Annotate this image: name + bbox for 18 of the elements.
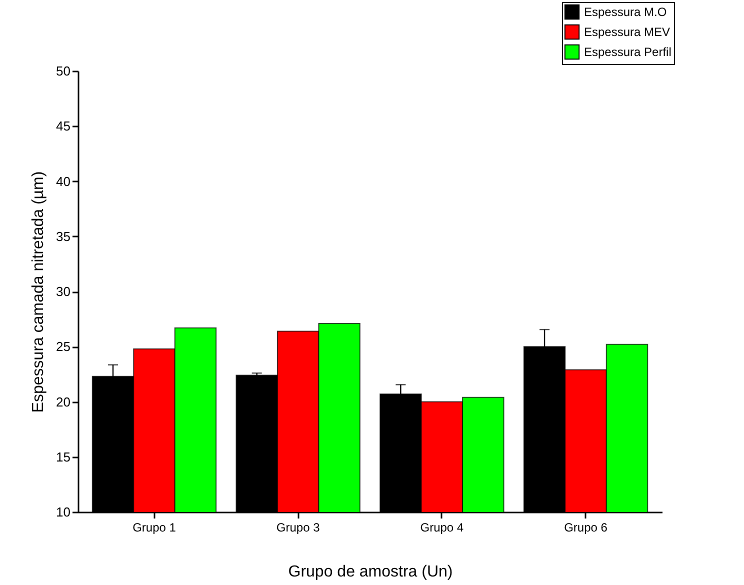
legend-label: Espessura M.O (584, 5, 667, 19)
legend-label: Espessura Perfil (584, 45, 672, 59)
y-tick-label: 45 (56, 118, 70, 134)
x-tick-label: Grupo 4 (420, 520, 464, 534)
legend-label: Espessura MEV (584, 25, 670, 39)
y-tick-label: 30 (56, 284, 70, 299)
x-tick-label: Grupo 3 (276, 520, 320, 534)
y-axis-title: Espessura camada nitretada (µm) (30, 171, 48, 413)
y-tick-label: 50 (56, 64, 70, 78)
y-tick-label: 10 (56, 504, 70, 520)
y-tick-label: 20 (56, 394, 70, 410)
y-tick-label: 25 (56, 339, 70, 354)
y-tick-label: 40 (56, 174, 70, 189)
x-axis-title: Grupo de amostra (Un) (288, 564, 453, 580)
y-tick-label: 15 (56, 449, 70, 464)
x-tick-label: Grupo 1 (132, 520, 176, 534)
y-tick-label: 35 (56, 228, 70, 244)
x-tick-label: Grupo 6 (564, 520, 608, 534)
